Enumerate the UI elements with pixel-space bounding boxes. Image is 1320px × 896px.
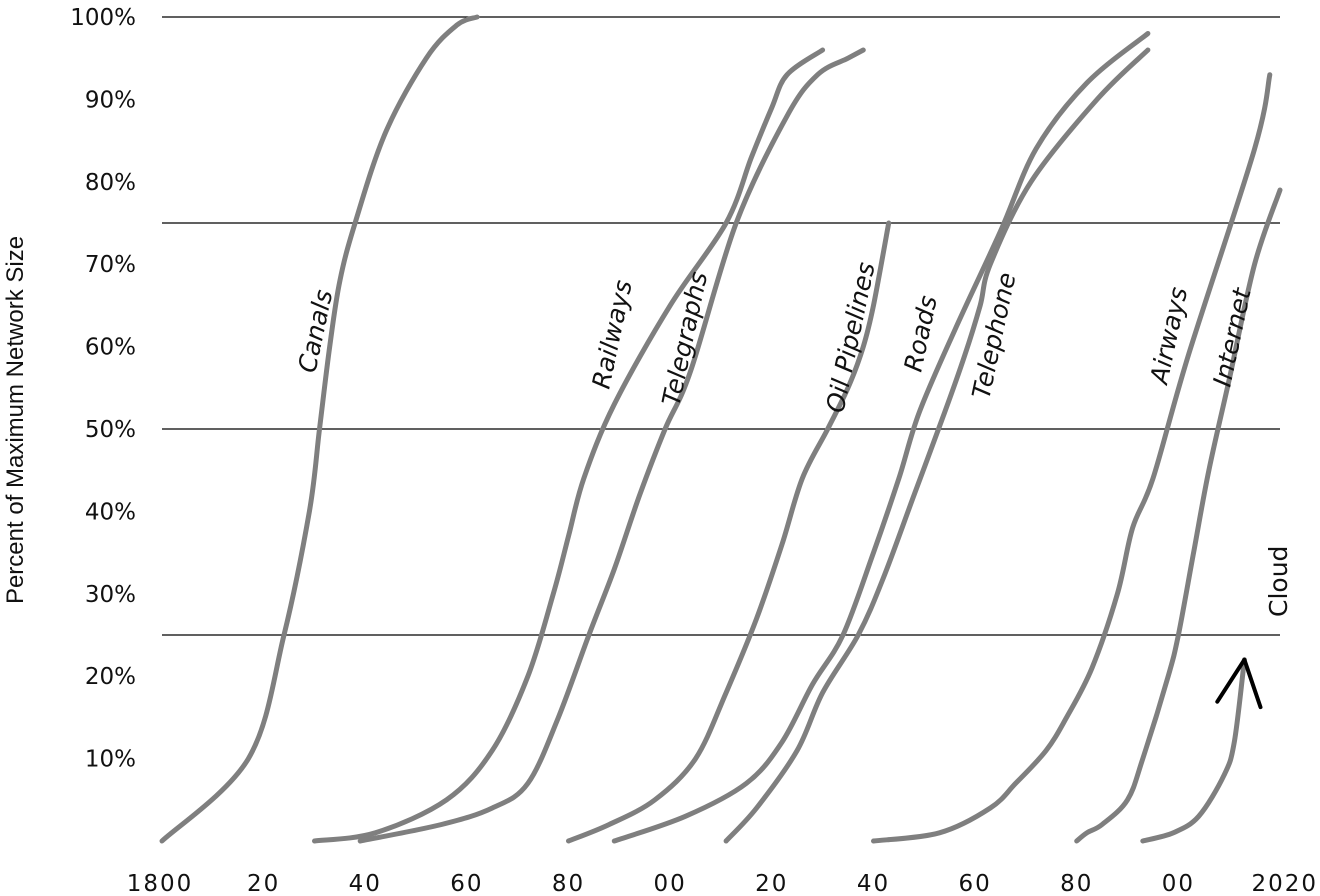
y-tick-label: 90%: [85, 87, 136, 113]
x-tick-label: 2020: [1251, 871, 1318, 896]
x-tick-label: 80: [1060, 871, 1093, 896]
y-tick-label: 60%: [85, 335, 136, 361]
y-tick-label: 40%: [85, 499, 136, 525]
series-label-internet: Internet: [1208, 285, 1257, 390]
series-line-airways: [871, 72, 1273, 844]
x-tick-label: 40: [349, 871, 382, 896]
series-label-airways: Airways: [1144, 284, 1193, 388]
series-line-cloud: [1140, 657, 1247, 844]
series-line-telephone: [723, 47, 1151, 844]
y-tick-label: 20%: [85, 664, 136, 690]
x-tick-label: 60: [450, 871, 483, 896]
series-label-oil-pipelines: Oil Pipelines: [821, 260, 881, 416]
x-tick-label: 20: [247, 871, 280, 896]
x-tick-label: 00: [654, 871, 687, 896]
y-tick-label: 10%: [85, 747, 136, 773]
series-line-oil-pipelines: [566, 220, 892, 844]
series-labels: Canals Railways Telegraphs Oil Pipelines Roa…: [293, 260, 1293, 617]
series-label-cloud: Cloud: [1264, 546, 1293, 617]
y-tick-label: 100%: [70, 5, 136, 31]
series-line-internet: [1074, 187, 1283, 844]
x-tick-label: 60: [958, 871, 991, 896]
y-tick-labels: 10% 20% 30% 40% 50% 60% 70% 80% 90% 100%: [70, 5, 136, 773]
gridlines: [162, 16, 1280, 636]
y-tick-label: 50%: [85, 417, 136, 443]
y-axis-title: Percent of Maximum Network Size: [2, 236, 29, 604]
series-line-railways: [312, 47, 826, 844]
series-line-roads: [611, 31, 1151, 844]
series-label-roads: Roads: [899, 293, 943, 374]
series-label-telegraphs: Telegraphs: [657, 269, 714, 408]
x-tick-label: 1800: [127, 871, 194, 896]
series-line-telegraphs: [357, 47, 866, 844]
x-tick-labels: 1800 20 40 60 80 00 20 40 60 80 00 2020: [127, 871, 1318, 896]
x-tick-label: 00: [1162, 871, 1195, 896]
x-tick-label: 80: [552, 871, 585, 896]
x-tick-label: 20: [755, 871, 788, 896]
cloud-arrowhead: [1215, 657, 1263, 710]
series-line-canals: [159, 14, 480, 844]
y-tick-label: 30%: [85, 582, 136, 608]
y-tick-label: 80%: [85, 170, 136, 196]
y-tick-label: 70%: [85, 252, 136, 278]
x-tick-label: 40: [857, 871, 890, 896]
series-curves: [159, 14, 1283, 844]
